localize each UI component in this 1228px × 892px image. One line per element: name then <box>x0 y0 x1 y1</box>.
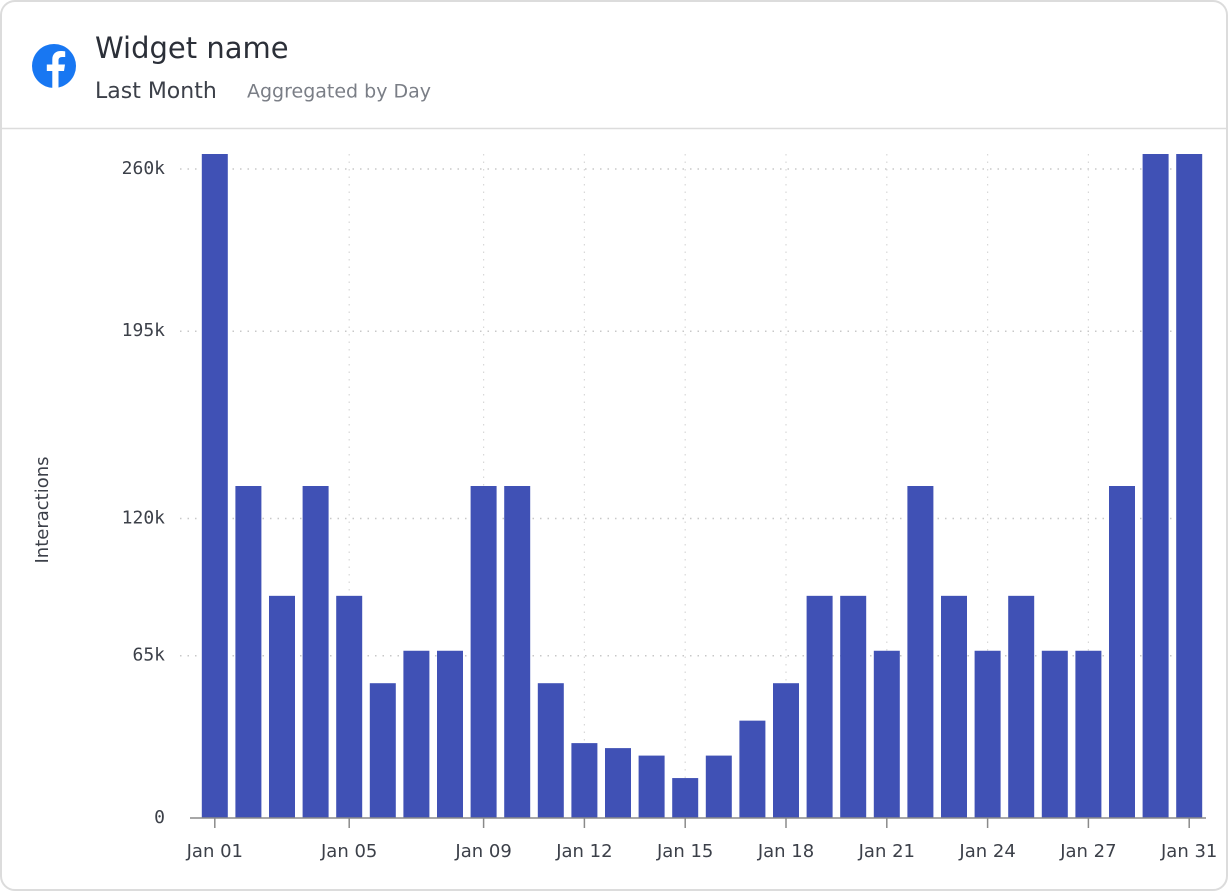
y-axis-title: Interactions <box>32 456 53 563</box>
period: Last Month <box>95 79 217 104</box>
x-tick-label: Jan 18 <box>757 841 814 862</box>
bar <box>907 486 934 818</box>
y-tick-label: 260k <box>122 158 166 179</box>
x-tick-label: Jan 31 <box>1160 841 1217 862</box>
bar <box>941 595 967 818</box>
bar <box>605 748 631 818</box>
bar <box>504 486 531 818</box>
bar <box>773 683 799 818</box>
x-tick-label: Jan 21 <box>858 841 915 862</box>
bar <box>840 595 867 818</box>
bar <box>336 595 363 818</box>
x-tick-label: Jan 09 <box>454 841 511 862</box>
y-tick-label: 0 <box>154 807 165 828</box>
bar <box>672 778 699 818</box>
bar <box>873 650 900 818</box>
bar <box>1008 595 1035 818</box>
bar <box>1041 650 1068 818</box>
x-tick-label: Jan 15 <box>656 841 713 862</box>
bar <box>1075 650 1102 818</box>
bar <box>470 486 497 818</box>
x-tick-label: Jan 24 <box>958 841 1015 862</box>
bar <box>1142 154 1169 818</box>
x-tick-label: Jan 27 <box>1059 841 1116 862</box>
bar <box>235 486 262 818</box>
bar <box>806 595 833 818</box>
bar <box>638 755 665 818</box>
y-tick-label: 120k <box>122 507 166 528</box>
bar <box>571 743 598 818</box>
bar <box>302 486 329 818</box>
bar <box>403 650 430 818</box>
bar <box>201 154 228 818</box>
x-tick-label: Jan 05 <box>320 841 377 862</box>
x-tick-label: Jan 01 <box>186 841 243 862</box>
bar <box>974 650 1001 818</box>
bar <box>739 720 766 818</box>
aggregation: Aggregated by Day <box>247 81 431 103</box>
bar <box>1176 154 1203 818</box>
bar <box>269 595 295 818</box>
widget-title: Widget name <box>95 31 289 65</box>
bar <box>1109 486 1135 818</box>
bar <box>369 683 396 818</box>
facebook-icon <box>32 44 76 88</box>
bar <box>437 650 463 818</box>
y-tick-label: 65k <box>132 645 165 666</box>
bar <box>537 683 564 818</box>
bar <box>705 755 732 818</box>
x-tick-label: Jan 12 <box>555 841 612 862</box>
y-tick-label: 195k <box>122 320 166 341</box>
